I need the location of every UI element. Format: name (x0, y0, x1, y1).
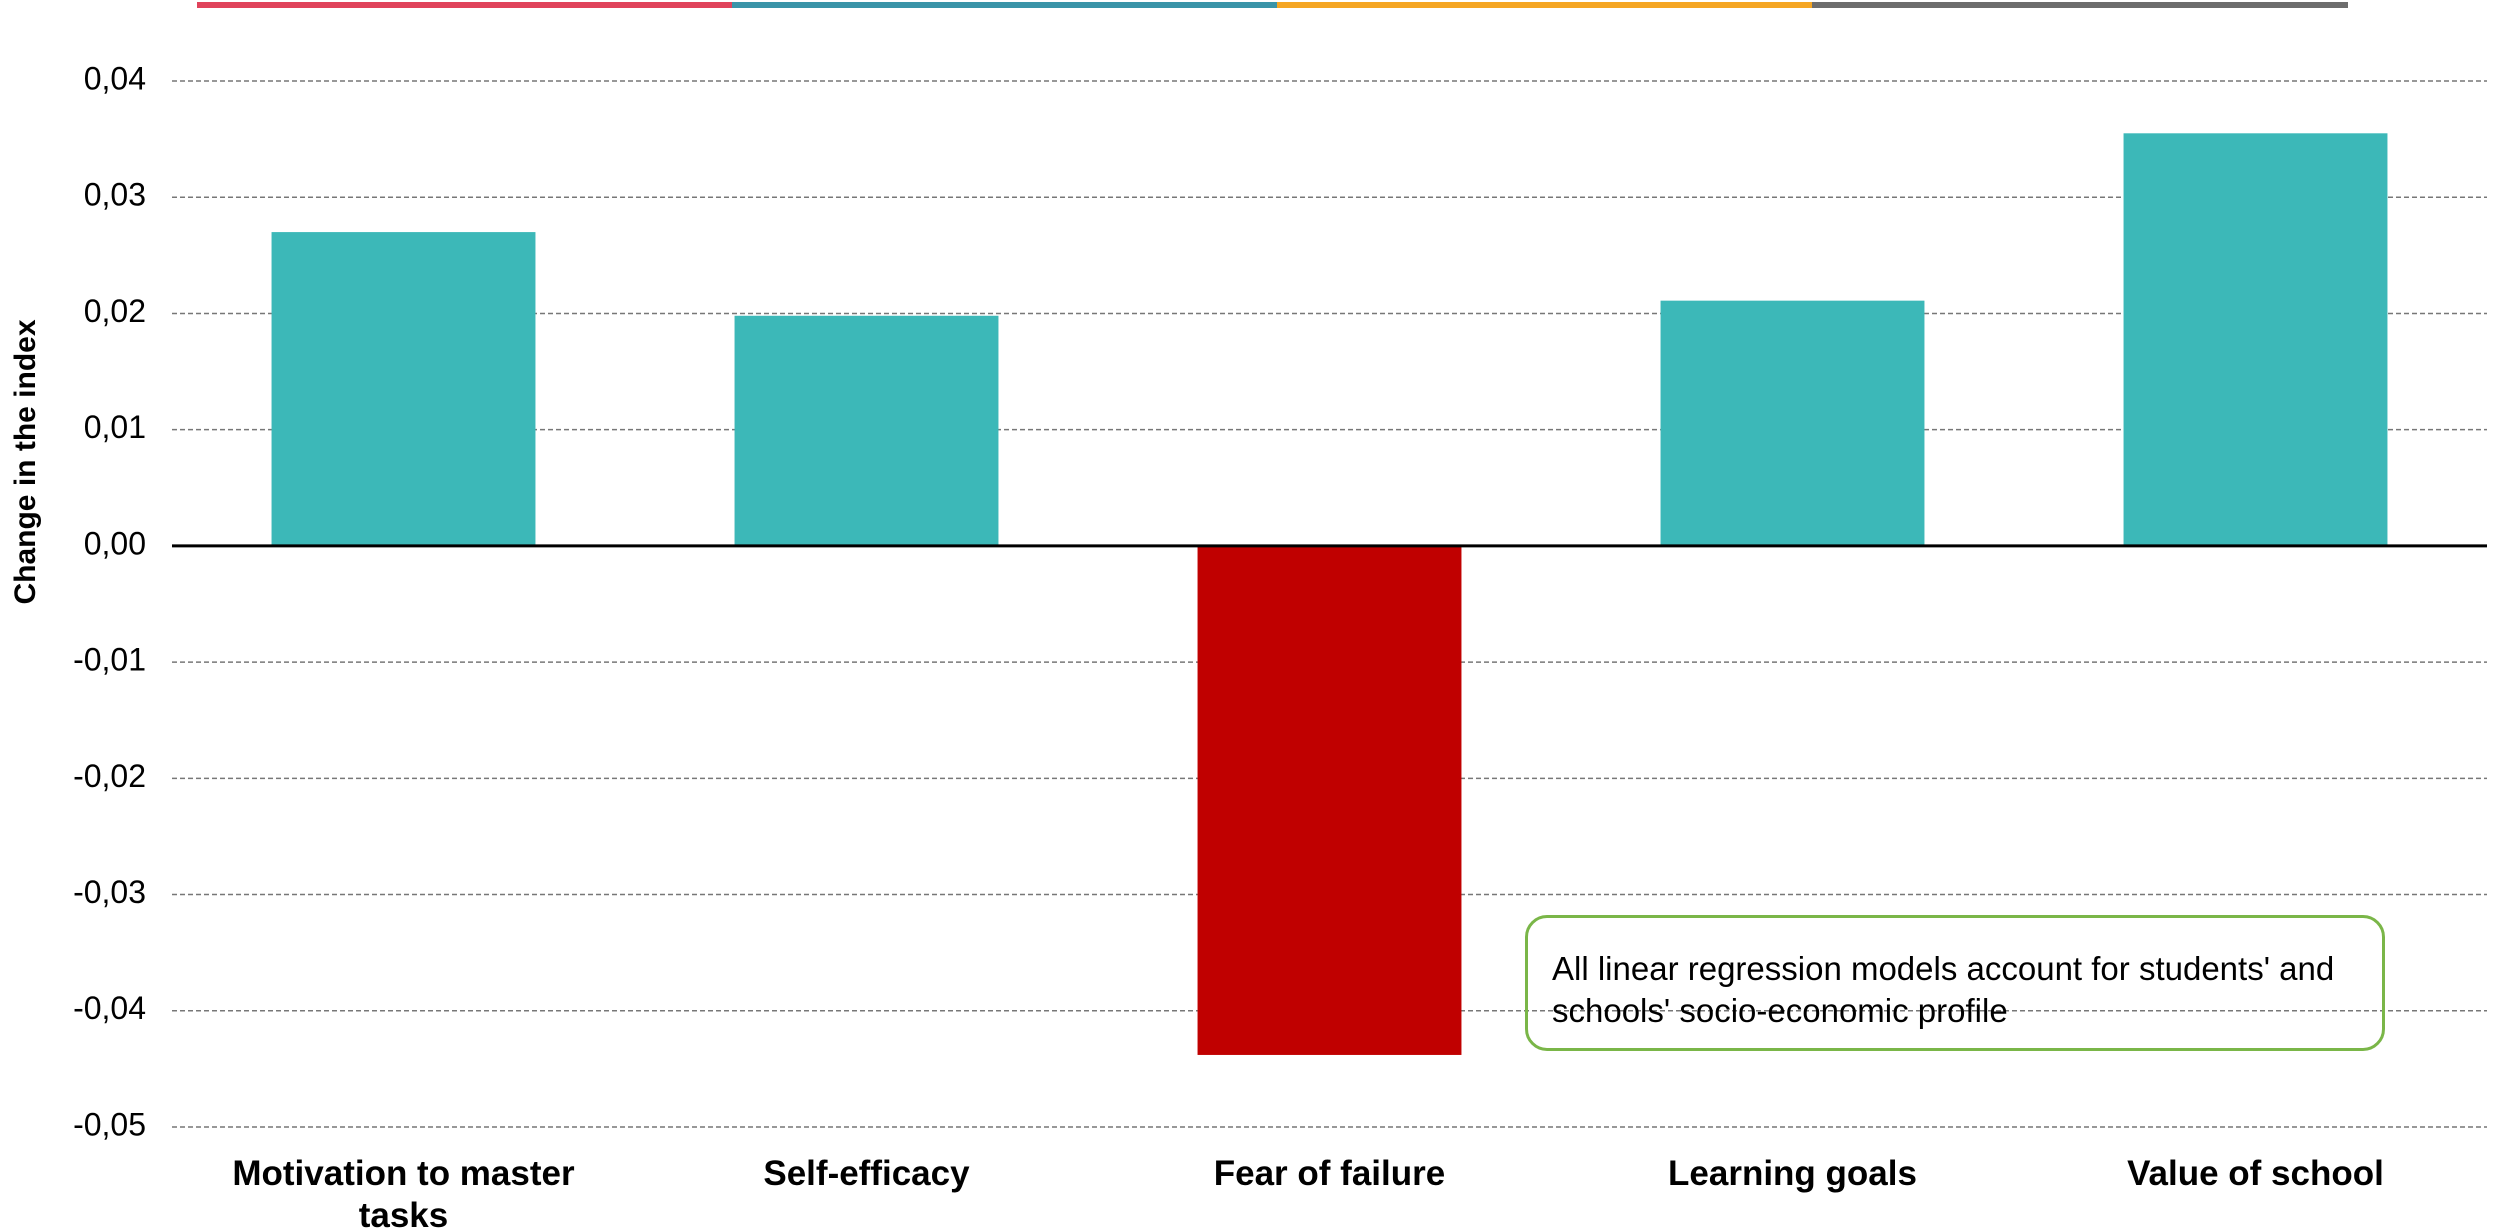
bar (734, 315, 999, 546)
top-stripe (197, 2, 732, 8)
y-tick-label: -0,03 (73, 874, 146, 910)
x-tick-label: Fear of failure (1213, 1154, 1446, 1193)
y-tick-label: 0,02 (84, 293, 146, 329)
y-tick-label: 0,04 (84, 60, 146, 96)
bar (2123, 133, 2388, 546)
x-tick-label: Value of school (2127, 1154, 2384, 1193)
y-tick-label: 0,00 (84, 525, 146, 561)
top-stripe (1812, 2, 2348, 8)
y-tick-label: -0,04 (73, 990, 146, 1026)
bar (1197, 545, 1462, 1055)
bar (271, 232, 536, 546)
bar (1660, 300, 1925, 546)
y-axis-title: Change in the index (9, 319, 42, 604)
annotation: All linear regression models account for… (1525, 915, 2385, 1051)
y-tick-label: 0,01 (84, 409, 146, 445)
top-stripe (732, 2, 1277, 8)
x-tick-label: Learning goals (1668, 1154, 1917, 1193)
x-tick-label: Self-efficacy (763, 1154, 970, 1193)
y-tick-label: -0,01 (73, 642, 146, 678)
x-tick-label: Motivation to master tasks (232, 1154, 575, 1232)
top-stripe (1277, 2, 1812, 8)
y-tick-label: -0,02 (73, 758, 146, 794)
y-tick-label: -0,05 (73, 1106, 146, 1142)
y-tick-label: 0,03 (84, 177, 146, 213)
